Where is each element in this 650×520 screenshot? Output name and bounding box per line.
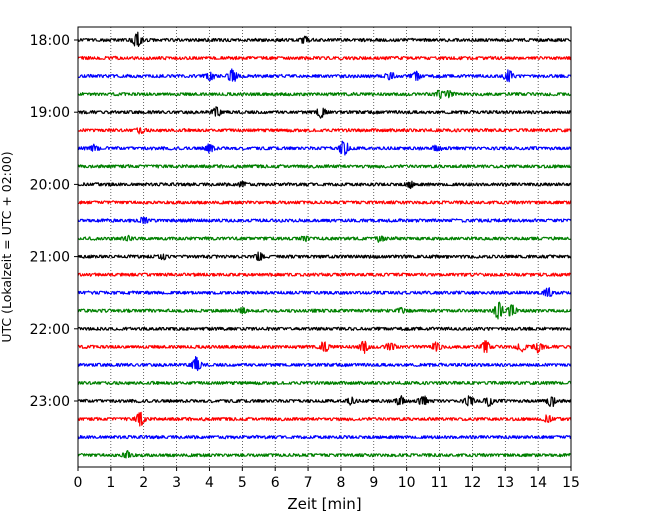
x-tick-label: 12 [463, 475, 481, 491]
trace-1945 [77, 164, 572, 169]
x-tick-label: 7 [304, 475, 313, 491]
trace-2300 [77, 395, 572, 408]
trace-1800 [77, 31, 572, 48]
x-axis-ticks: 0 1 2 3 4 5 6 7 8 9 10 11 12 13 14 15 [74, 467, 580, 491]
trace-2200 [77, 326, 572, 332]
trace-2100 [77, 251, 572, 262]
x-tick-label: 9 [369, 475, 378, 491]
x-tick-label: 6 [271, 475, 280, 491]
vertical-gridlines [110, 27, 539, 467]
trace-2145 [77, 301, 572, 320]
x-tick-label: 0 [74, 475, 83, 491]
trace-2245 [77, 380, 572, 386]
trace-2315 [77, 411, 572, 427]
trace-2000 [77, 180, 572, 190]
trace-1815 [77, 55, 572, 61]
x-tick-label: 3 [172, 475, 181, 491]
x-tick-label: 2 [139, 475, 148, 491]
x-tick-label: 8 [336, 475, 345, 491]
x-axis-label: Zeit [min] [287, 495, 361, 513]
plot-frame [77, 26, 572, 468]
trace-2030 [77, 216, 572, 225]
trace-1915 [77, 127, 572, 135]
x-tick-label: 15 [562, 475, 580, 491]
y-axis-label: UTC (Lokalzeit = UTC + 02:00) [0, 151, 14, 342]
trace-2330 [77, 434, 572, 440]
x-tick-label: 4 [205, 475, 214, 491]
x-tick-label: 5 [238, 475, 247, 491]
x-tick-label: 1 [106, 475, 115, 491]
y-axis-ticks: 18:00 19:00 20:00 21:00 22:00 23:00 [30, 33, 78, 410]
y-tick-label: 18:00 [30, 33, 70, 49]
x-tick-label: 10 [398, 475, 416, 491]
trace-1900 [77, 106, 572, 119]
trace-2015 [77, 200, 572, 205]
y-tick-label: 19:00 [30, 105, 70, 121]
x-tick-label: 14 [529, 475, 547, 491]
x-tick-label: 11 [431, 475, 449, 491]
trace-2230 [77, 355, 572, 372]
seismogram-traces [77, 31, 572, 459]
trace-1830 [77, 68, 572, 83]
trace-2115 [77, 272, 572, 277]
y-tick-label: 20:00 [30, 177, 70, 193]
trace-1845 [77, 89, 572, 99]
trace-1930 [77, 140, 572, 156]
y-tick-label: 22:00 [30, 322, 70, 338]
y-tick-label: 21:00 [30, 250, 70, 266]
trace-2130 [77, 287, 572, 298]
x-tick-label: 13 [496, 475, 514, 491]
trace-2045 [77, 234, 572, 243]
trace-2345 [77, 450, 572, 459]
y-tick-label: 23:00 [30, 394, 70, 410]
trace-2215 [77, 340, 572, 354]
